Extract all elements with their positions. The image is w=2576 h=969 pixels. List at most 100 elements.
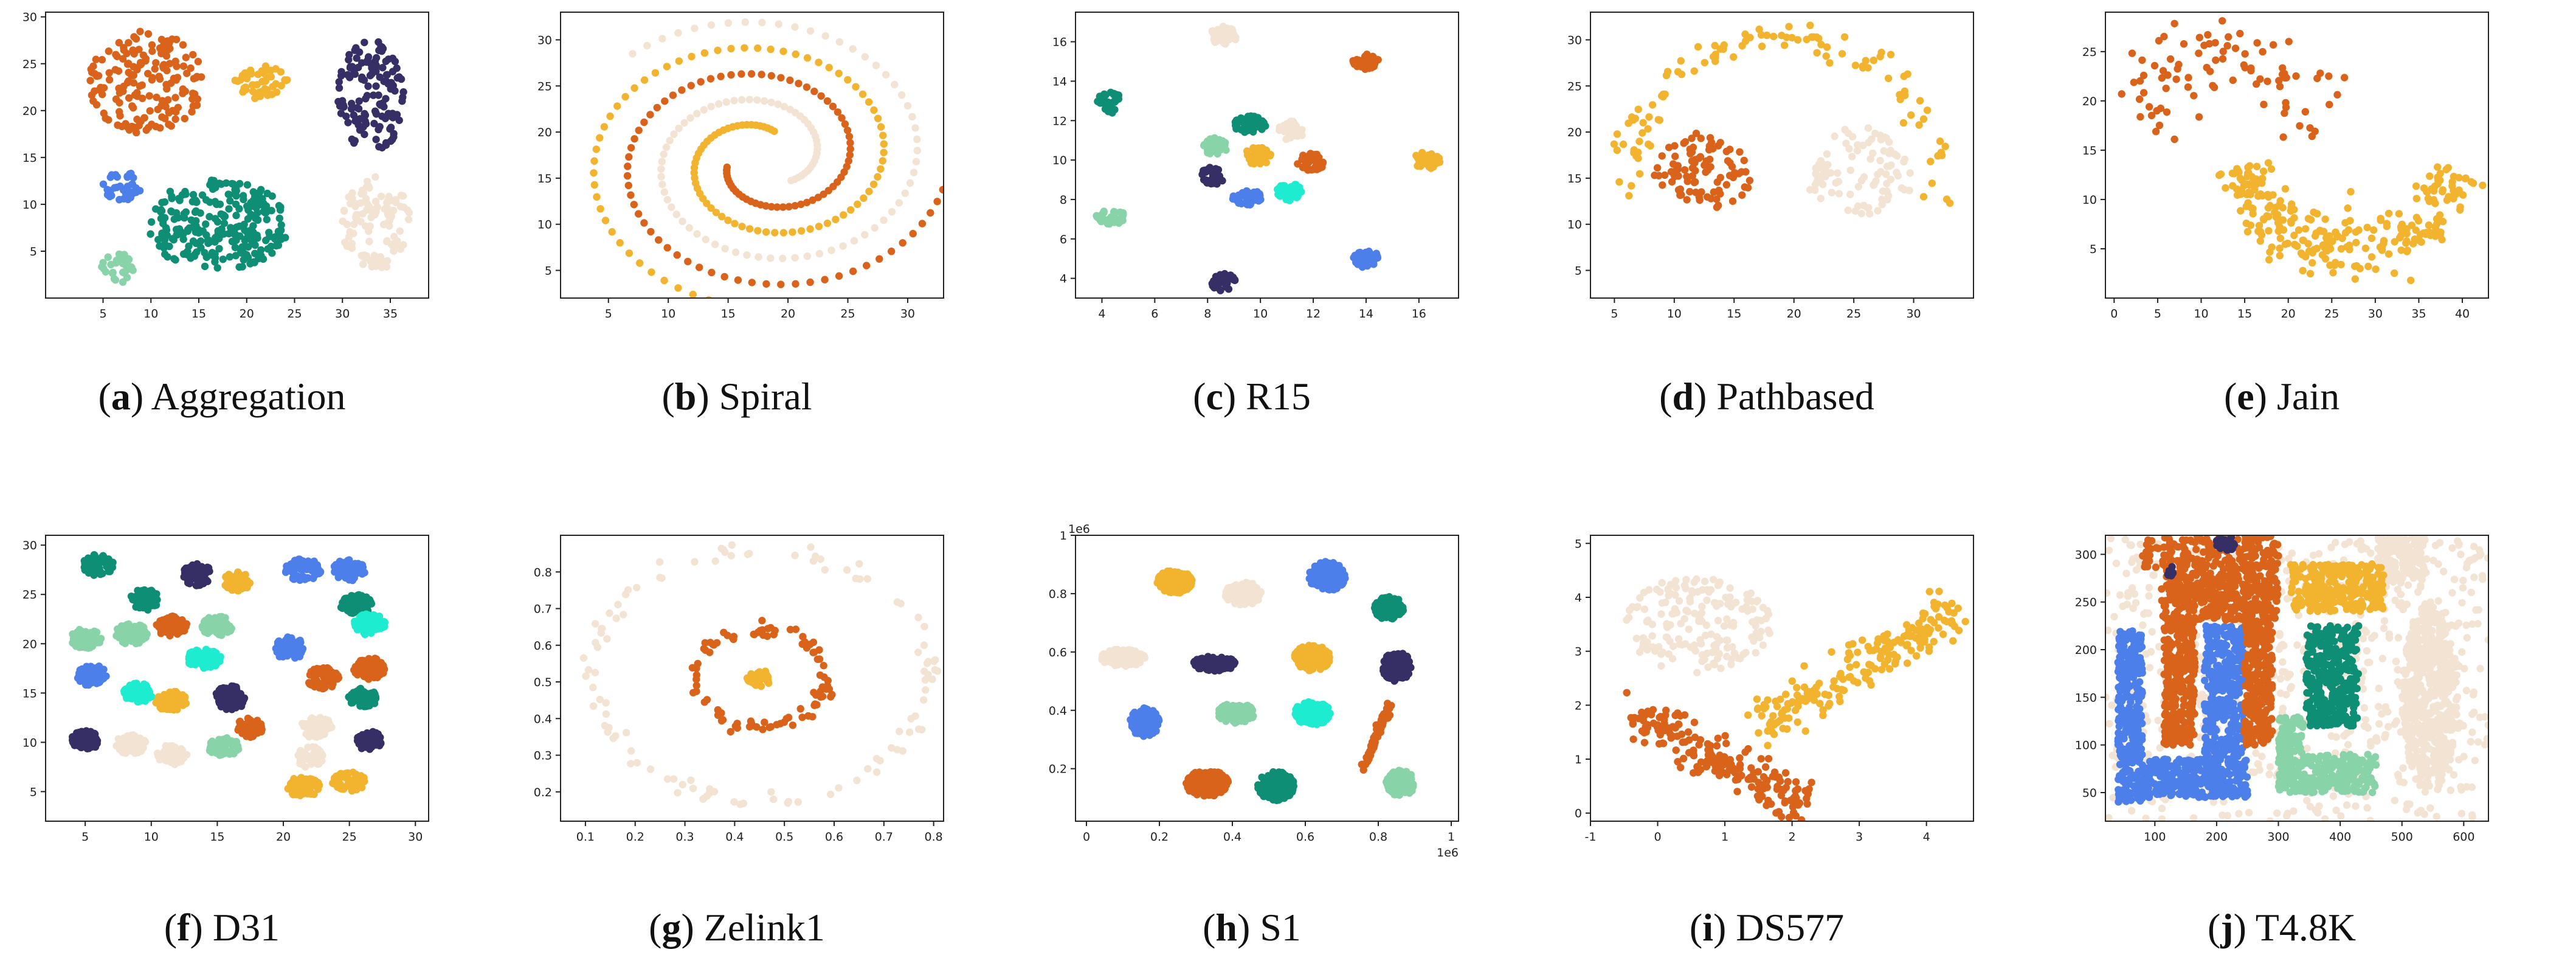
x-tick-label: 30 bbox=[335, 307, 350, 321]
data-point bbox=[2376, 243, 2384, 251]
data-point bbox=[309, 751, 317, 760]
data-point bbox=[2367, 234, 2376, 242]
data-point bbox=[2136, 77, 2144, 85]
data-point bbox=[94, 670, 102, 679]
data-point bbox=[372, 136, 380, 144]
data-point bbox=[349, 696, 357, 704]
data-point bbox=[815, 249, 823, 258]
data-point bbox=[383, 71, 391, 79]
data-point bbox=[812, 552, 820, 560]
data-point bbox=[310, 715, 318, 723]
data-point bbox=[625, 249, 634, 257]
data-point bbox=[2258, 179, 2266, 187]
data-point bbox=[372, 741, 380, 749]
data-point bbox=[1096, 212, 1105, 220]
data-point bbox=[856, 575, 864, 583]
data-point bbox=[108, 192, 116, 200]
data-point bbox=[658, 181, 666, 189]
data-point bbox=[1857, 209, 1865, 218]
data-point bbox=[2265, 227, 2273, 235]
data-point bbox=[666, 136, 674, 145]
data-point bbox=[363, 178, 371, 186]
x-tick-label: 30 bbox=[900, 307, 915, 321]
data-point bbox=[365, 596, 373, 604]
data-point bbox=[2276, 83, 2284, 91]
cluster-f-23 bbox=[69, 727, 102, 752]
data-point bbox=[786, 76, 794, 85]
data-point bbox=[2321, 215, 2329, 223]
data-point bbox=[840, 211, 848, 219]
data-point bbox=[2233, 191, 2242, 199]
data-point bbox=[685, 224, 693, 232]
data-point bbox=[77, 736, 85, 745]
data-point bbox=[759, 726, 767, 734]
data-point bbox=[1659, 181, 1666, 189]
data-point bbox=[111, 171, 120, 179]
data-point bbox=[1715, 186, 1723, 195]
data-point bbox=[762, 202, 770, 210]
data-point bbox=[860, 194, 868, 202]
cluster-b-1 bbox=[629, 18, 921, 262]
data-point bbox=[165, 60, 174, 68]
data-point bbox=[372, 82, 380, 90]
data-point bbox=[865, 98, 873, 106]
data-point bbox=[360, 694, 368, 702]
data-point bbox=[2155, 121, 2164, 130]
data-point bbox=[724, 217, 732, 224]
data-point bbox=[621, 92, 629, 101]
data-point bbox=[2281, 240, 2290, 248]
data-point bbox=[261, 209, 269, 217]
data-point bbox=[1893, 168, 1901, 176]
data-point bbox=[779, 254, 787, 262]
y-tick-label: 5 bbox=[30, 785, 37, 799]
cluster-c-13 bbox=[1350, 248, 1382, 271]
data-point bbox=[1232, 116, 1241, 124]
data-point bbox=[147, 218, 156, 226]
data-point bbox=[651, 69, 660, 77]
data-point bbox=[791, 202, 799, 210]
data-point bbox=[1653, 164, 1662, 172]
data-point bbox=[2296, 122, 2304, 130]
data-point bbox=[1904, 70, 1911, 78]
data-point bbox=[1202, 140, 1210, 148]
x-tick-label: 20 bbox=[781, 307, 795, 321]
data-point bbox=[212, 619, 220, 627]
data-point bbox=[1822, 52, 1830, 60]
cluster-a-1 bbox=[231, 62, 291, 102]
data-point bbox=[1897, 184, 1905, 192]
data-point bbox=[128, 637, 136, 645]
data-point bbox=[712, 209, 720, 217]
data-point bbox=[179, 746, 187, 754]
data-point bbox=[87, 672, 95, 680]
x-tick-label: 15 bbox=[2237, 307, 2252, 321]
data-point bbox=[340, 572, 348, 580]
data-point bbox=[706, 785, 714, 793]
x-tick-label: 14 bbox=[1359, 307, 1373, 321]
data-point bbox=[731, 248, 740, 256]
data-point bbox=[2456, 203, 2464, 211]
data-point bbox=[1851, 207, 1859, 215]
data-point bbox=[1635, 170, 1644, 178]
data-point bbox=[2364, 262, 2372, 271]
data-point bbox=[105, 47, 112, 55]
data-point bbox=[1200, 167, 1207, 175]
data-point bbox=[362, 95, 370, 103]
data-point bbox=[1246, 123, 1254, 132]
data-point bbox=[1813, 49, 1821, 57]
panel-pathbased: 5 10 15 20 25 30 5 10 15 20 25 30 (d) Pathbased bbox=[1548, 0, 1986, 418]
data-point bbox=[888, 248, 896, 255]
data-point bbox=[1304, 166, 1312, 174]
panel-spiral: 5 10 15 20 25 30 5 10 15 20 25 30 (b) Spiral bbox=[518, 0, 956, 418]
data-point bbox=[895, 199, 903, 207]
data-point bbox=[791, 254, 799, 262]
data-point bbox=[630, 84, 638, 92]
data-point bbox=[384, 80, 392, 88]
data-point bbox=[2437, 228, 2445, 236]
data-point bbox=[215, 245, 223, 252]
data-point bbox=[136, 61, 144, 69]
data-point bbox=[2229, 76, 2237, 85]
data-point bbox=[129, 79, 137, 87]
data-point bbox=[843, 127, 852, 134]
data-point bbox=[112, 256, 120, 265]
data-point bbox=[357, 777, 366, 785]
